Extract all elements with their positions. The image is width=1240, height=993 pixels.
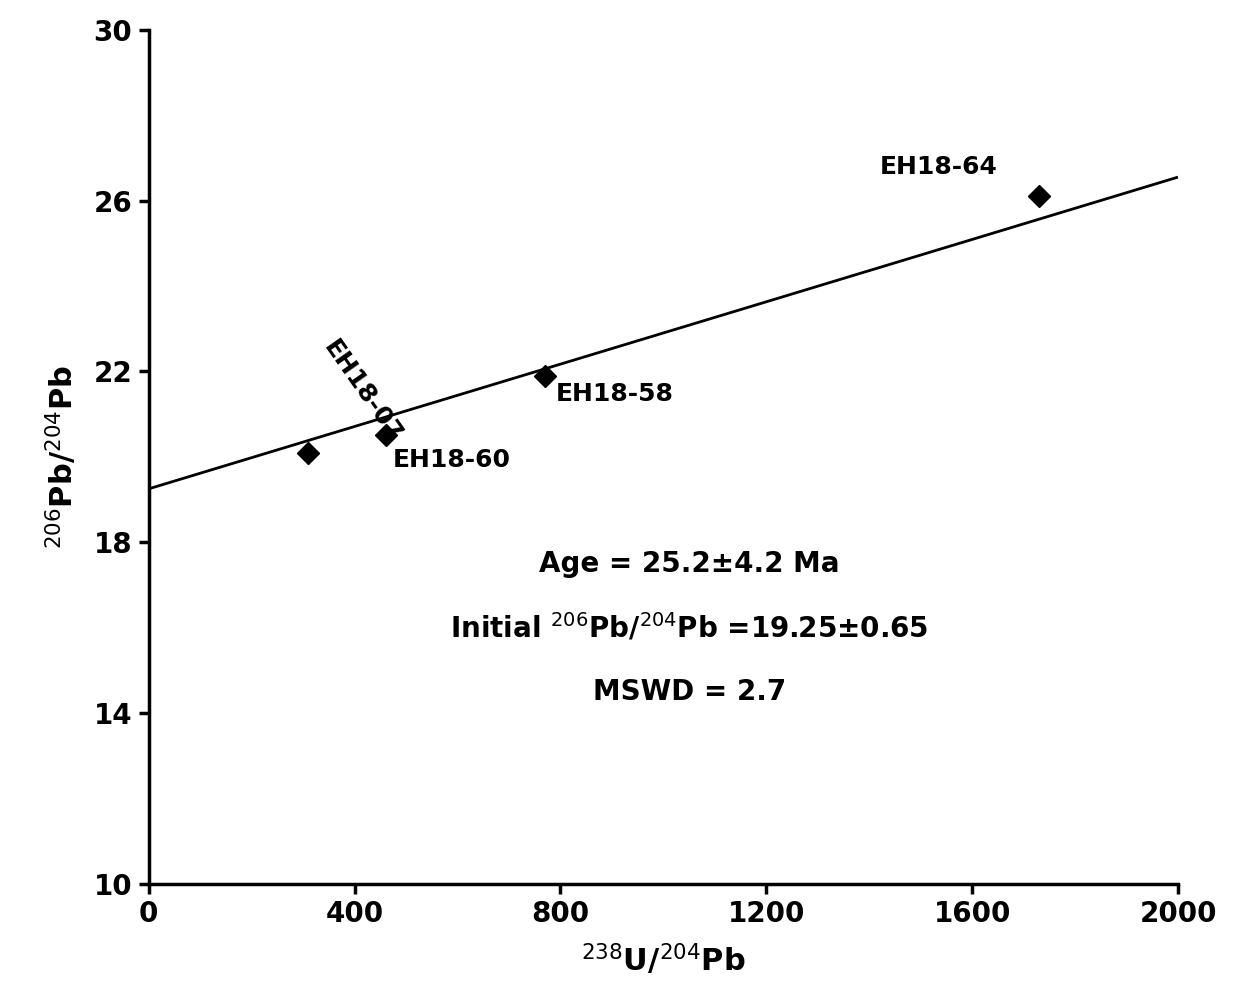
Text: EH18-07: EH18-07: [319, 337, 405, 447]
Y-axis label: $^{206}$Pb/$^{204}$Pb: $^{206}$Pb/$^{204}$Pb: [43, 364, 79, 549]
Text: Initial $^{206}$Pb/$^{204}$Pb =19.25±0.65: Initial $^{206}$Pb/$^{204}$Pb =19.25±0.6…: [450, 612, 929, 643]
Text: EH18-64: EH18-64: [879, 155, 997, 179]
Text: EH18-58: EH18-58: [556, 382, 673, 406]
Text: MSWD = 2.7: MSWD = 2.7: [593, 677, 786, 706]
X-axis label: $^{238}$U/$^{204}$Pb: $^{238}$U/$^{204}$Pb: [582, 942, 745, 978]
Text: Age = 25.2±4.2 Ma: Age = 25.2±4.2 Ma: [539, 549, 839, 578]
Text: EH18-60: EH18-60: [393, 448, 511, 473]
